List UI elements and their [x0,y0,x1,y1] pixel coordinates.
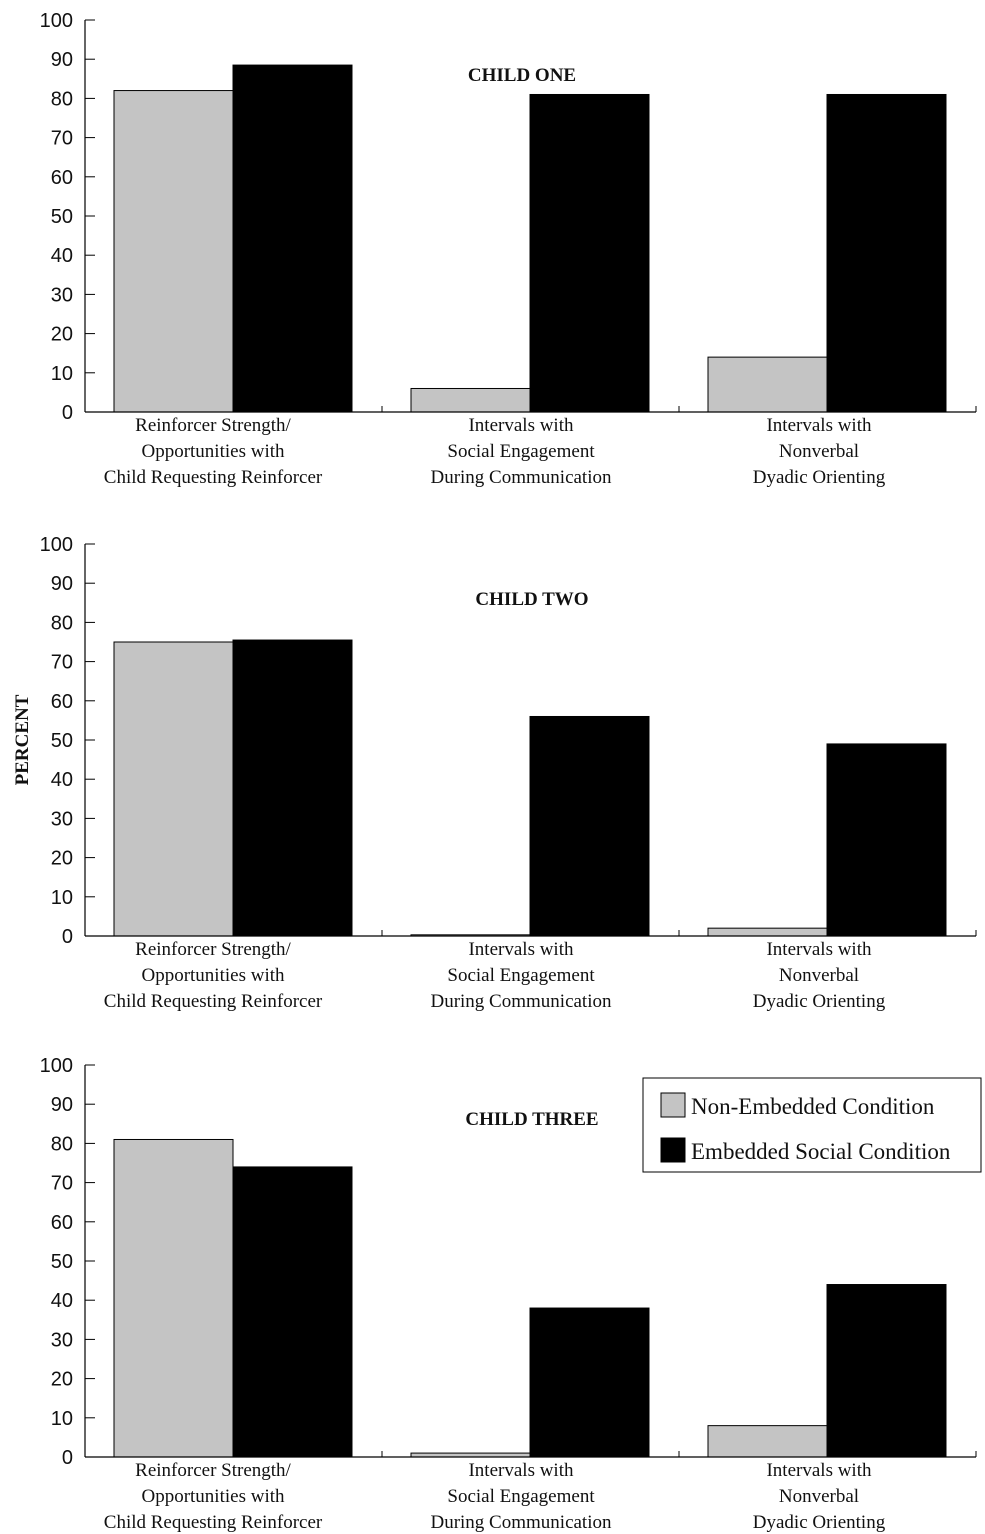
y-tick-label: 100 [40,1055,73,1077]
y-tick-label: 10 [51,363,73,385]
category-label-2: Intervals with [468,1460,574,1481]
y-tick-label: 90 [51,573,73,595]
category-label-2: During Communication [430,1512,612,1533]
y-axis-label: PERCENT [12,694,33,785]
y-tick-label: 30 [51,1329,73,1351]
y-tick-label: 50 [51,206,73,228]
bar-embedded-social-1 [232,639,353,937]
y-tick-label: 100 [40,534,73,556]
bar-non-embedded-1 [113,641,234,937]
category-label-1: Reinforcer Strength/ [135,1460,291,1481]
chart-panel-2: 0 10 20 30 40 50 60 70 80 90 100 Reinforcer Strengt… [12,534,977,1012]
y-tick-label: 40 [51,1290,73,1312]
y-tick-label: 80 [51,88,73,110]
category-label-1: Reinforcer Strength/ [135,415,291,436]
category-label-1: Child Requesting Reinforcer [104,991,323,1012]
category-label-3: Nonverbal [779,1486,859,1507]
category-label-2: Intervals with [468,939,574,960]
y-tick-label: 80 [51,1133,73,1155]
category-label-3: Intervals with [766,1460,872,1481]
panel-title: CHILD TWO [475,589,588,610]
chart-panel-1: 0 10 20 30 40 50 60 70 80 90 100 Reinforcer Strengt… [40,10,977,488]
y-tick-label: 90 [51,1094,73,1116]
legend-label: Non-Embedded Condition [691,1094,935,1119]
y-tick-label: 0 [62,402,73,424]
legend-swatch [660,1092,686,1118]
y-tick-label: 80 [51,612,73,634]
bar-non-embedded-1 [113,90,234,413]
y-tick-label: 30 [51,808,73,830]
bar-non-embedded-3 [707,927,828,937]
y-tick-label: 60 [51,167,73,189]
bar-embedded-social-3 [826,93,947,413]
panel-title: CHILD THREE [465,1109,598,1130]
y-tick-label: 70 [51,652,73,674]
y-tick-label: 90 [51,49,73,71]
y-tick-label: 50 [51,1251,73,1273]
y-tick-label: 10 [51,1408,73,1430]
y-tick-label: 50 [51,730,73,752]
bar-embedded-social-3 [826,1284,947,1458]
chart-panel-3: 0 10 20 30 40 50 60 70 80 90 100 Reinforcer Strengt… [40,1055,982,1533]
legend-label: Embedded Social Condition [691,1139,951,1164]
bar-non-embedded-2 [410,387,531,413]
y-tick-label: 40 [51,245,73,267]
category-label-3: Intervals with [766,415,872,436]
panel-title: CHILD ONE [468,65,576,86]
category-label-3: Nonverbal [779,441,859,462]
bar-embedded-social-2 [529,1307,650,1458]
y-tick-label: 20 [51,324,73,346]
category-label-1: Child Requesting Reinforcer [104,467,323,488]
legend-box [642,1077,982,1173]
y-tick-label: 60 [51,691,73,713]
category-label-2: During Communication [430,991,612,1012]
y-tick-label: 20 [51,848,73,870]
category-label-3: Nonverbal [779,965,859,986]
y-tick-label: 70 [51,128,73,150]
y-tick-label: 20 [51,1369,73,1391]
category-label-1: Opportunities with [141,441,285,462]
legend: Non-Embedded Condition Embedded Social Co… [642,1077,982,1173]
bar-embedded-social-2 [529,93,650,413]
category-label-2: Social Engagement [447,1486,595,1507]
legend-swatch [660,1137,686,1163]
category-label-2: Intervals with [468,415,574,436]
category-label-1: Child Requesting Reinforcer [104,1512,323,1533]
category-label-2: During Communication [430,467,612,488]
y-tick-label: 10 [51,887,73,909]
y-tick-label: 0 [62,1447,73,1469]
y-tick-label: 40 [51,769,73,791]
y-tick-label: 0 [62,926,73,948]
y-tick-label: 30 [51,284,73,306]
bar-non-embedded-1 [113,1138,234,1458]
bar-embedded-social-2 [529,715,650,937]
bar-non-embedded-3 [707,1425,828,1458]
bar-embedded-social-1 [232,1166,353,1458]
category-label-1: Reinforcer Strength/ [135,939,291,960]
bar-embedded-social-3 [826,743,947,937]
bar-non-embedded-3 [707,356,828,413]
category-label-2: Social Engagement [447,441,595,462]
y-tick-label: 70 [51,1173,73,1195]
category-label-3: Dyadic Orienting [753,991,886,1012]
y-tick-label: 100 [40,10,73,32]
category-label-3: Dyadic Orienting [753,1512,886,1533]
y-tick-label: 60 [51,1212,73,1234]
bar-embedded-social-1 [232,64,353,413]
category-label-2: Social Engagement [447,965,595,986]
category-label-1: Opportunities with [141,965,285,986]
category-label-1: Opportunities with [141,1486,285,1507]
category-label-3: Intervals with [766,939,872,960]
category-label-3: Dyadic Orienting [753,467,886,488]
